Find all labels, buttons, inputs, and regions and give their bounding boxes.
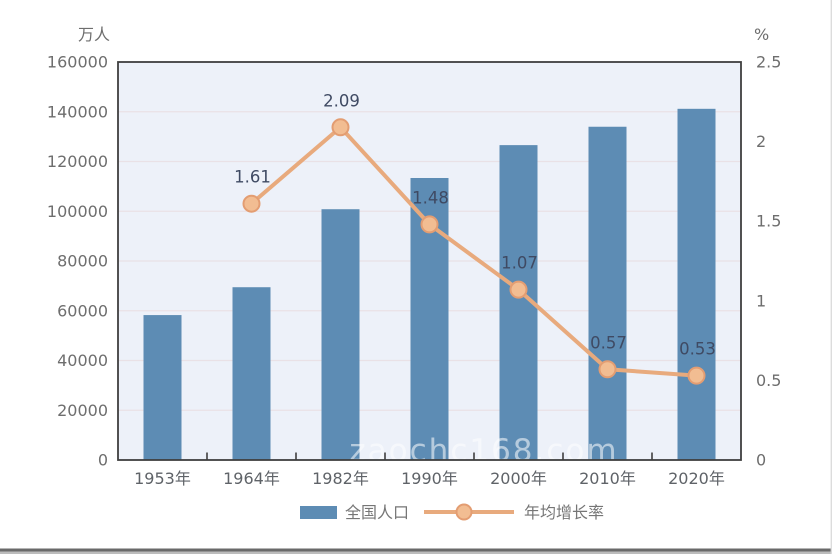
left-axis-tick-label: 160000 [47,53,108,72]
left-axis-tick-label: 40000 [57,351,108,370]
x-axis-label-1990年: 1990年 [401,469,458,488]
right-axis-unit: % [754,25,769,44]
point-label-1982年: 2.09 [323,91,360,110]
left-axis-tick-label: 60000 [57,301,108,320]
plot-border [117,61,742,461]
legend-label-growth-rate: 年均增长率 [524,503,604,522]
point-label-1964年: 1.61 [234,168,271,187]
window-bottom-shadow [0,551,832,554]
point-label-1990年: 1.48 [412,188,449,207]
bar-2010年 [588,126,627,460]
right-axis-tick-label: 2 [756,132,766,151]
right-axis-tick-label: 1 [756,291,766,310]
legend-swatch-population [300,506,337,519]
left-axis-tick-label: 0 [98,451,108,470]
x-axis-label-2000年: 2000年 [490,469,547,488]
point-label-2010年: 0.57 [590,333,627,352]
bar-1964年 [232,287,271,460]
x-axis-label-1964年: 1964年 [223,469,280,488]
x-axis-label-1982年: 1982年 [312,469,369,488]
right-axis-tick-label: 0 [756,451,766,470]
line-marker-2000年 [509,280,528,299]
point-label-2000年: 1.07 [501,254,538,273]
line-marker-1990年 [420,215,439,234]
right-axis-tick-label: 2.5 [756,53,781,72]
left-axis-unit: 万人 [78,25,110,44]
x-axis-label-2020年: 2020年 [668,469,725,488]
window-bottom-edge [0,548,832,552]
window-right-edge [830,0,832,554]
bar-1953年 [143,315,182,460]
x-axis-label-1953年: 1953年 [134,469,191,488]
left-axis-tick-label: 20000 [57,401,108,420]
legend-marker-growth-rate [455,503,473,521]
point-label-2020年: 0.53 [679,340,716,359]
left-axis-tick-label: 120000 [47,152,108,171]
right-axis-tick-label: 1.5 [756,212,781,231]
left-axis-tick-label: 80000 [57,252,108,271]
right-axis-tick-label: 0.5 [756,371,781,390]
bar-1982年 [321,209,360,460]
line-marker-2020年 [687,366,706,385]
line-marker-2010年 [598,360,617,379]
x-axis-label-2010年: 2010年 [579,469,636,488]
left-axis-tick-label: 100000 [47,202,108,221]
line-marker-1964年 [242,194,261,213]
left-axis-tick-label: 140000 [47,102,108,121]
bar-2020年 [677,108,716,460]
line-marker-1982年 [331,118,350,137]
legend-label-population: 全国人口 [345,503,409,522]
growth-rate-line [249,125,699,378]
watermark-text: zaochc168.com [349,433,618,469]
